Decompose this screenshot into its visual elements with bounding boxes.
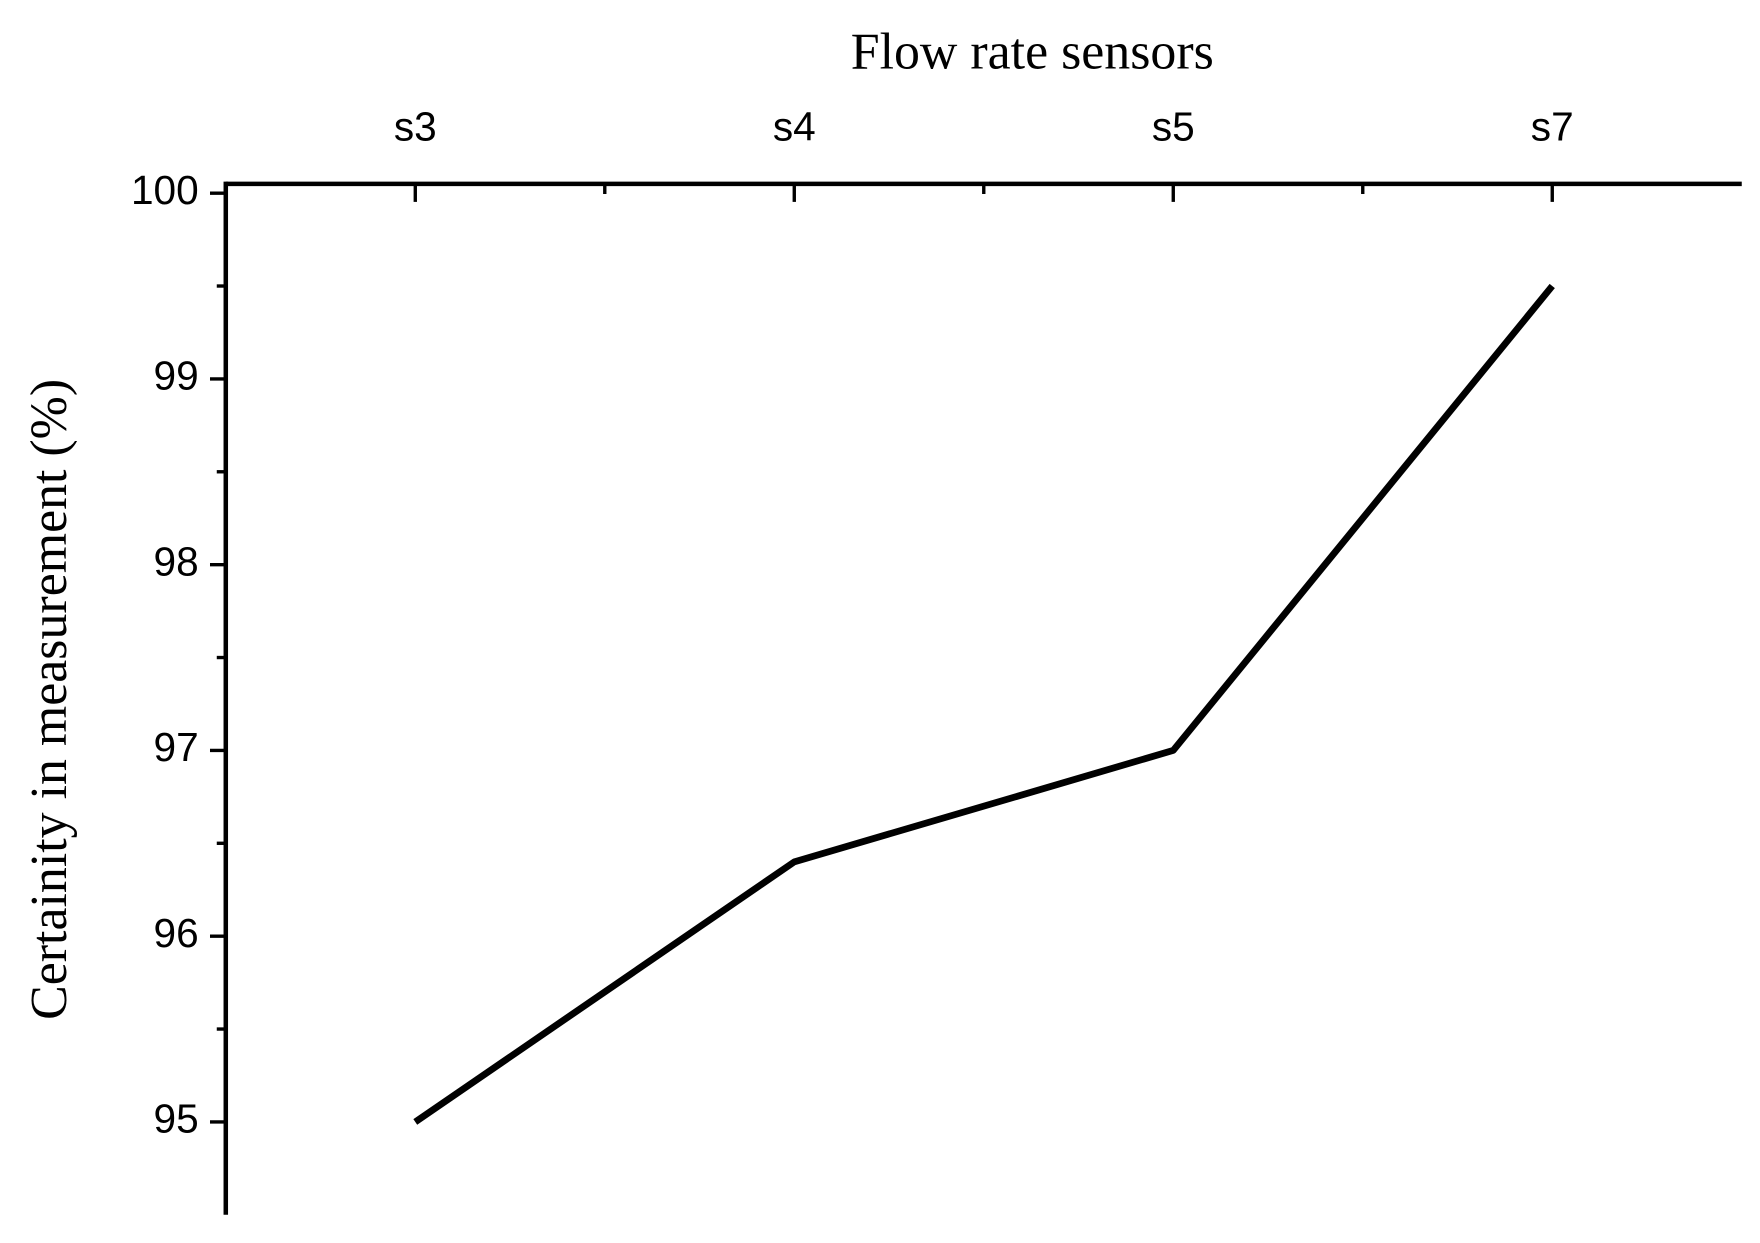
y-tick-label: 100 [131, 167, 199, 213]
y-tick-label: 97 [154, 724, 199, 770]
y-tick-label: 99 [154, 353, 199, 399]
x-tick-label: s4 [773, 103, 816, 149]
y-tick-label: 95 [154, 1096, 199, 1142]
y-axis-label: Certainity in measurement (%) [21, 379, 78, 1020]
x-tick-label: s3 [394, 103, 437, 149]
y-tick-label: 98 [154, 538, 199, 584]
x-tick-label: s5 [1152, 103, 1195, 149]
y-tick-label: 96 [154, 910, 199, 956]
x-tick-label: s7 [1531, 103, 1574, 149]
line-series [413, 283, 1555, 1125]
chart-title: Flow rate sensors [851, 23, 1214, 80]
